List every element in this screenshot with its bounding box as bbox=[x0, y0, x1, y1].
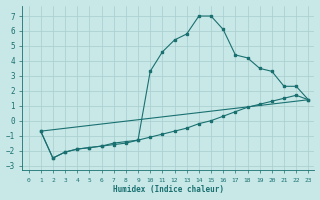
X-axis label: Humidex (Indice chaleur): Humidex (Indice chaleur) bbox=[113, 185, 224, 194]
